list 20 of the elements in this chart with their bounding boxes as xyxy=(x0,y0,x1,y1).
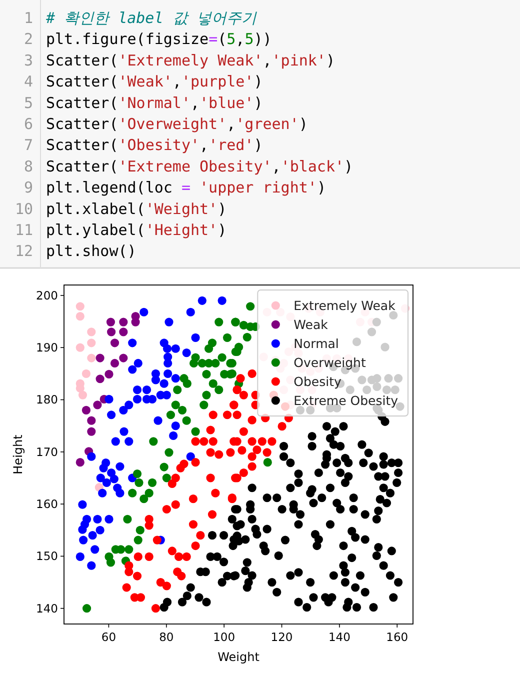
legend-label: Weak xyxy=(294,317,329,332)
x-tick-label: 120 xyxy=(270,630,293,644)
y-tick-label: 170 xyxy=(36,444,58,459)
legend-label: Obesity xyxy=(294,374,342,389)
y-tick-label: 140 xyxy=(36,601,58,616)
legend-label: Normal xyxy=(294,336,339,351)
x-tick-label: 60 xyxy=(101,630,116,644)
x-tick-label: 80 xyxy=(159,630,174,644)
x-axis-title: Weight xyxy=(218,650,260,664)
x-tick-label: 160 xyxy=(386,630,408,644)
legend-label: Overweight xyxy=(294,355,366,370)
x-tick-label: 140 xyxy=(328,630,350,644)
y-tick-label: 160 xyxy=(36,497,58,512)
y-tick-label: 190 xyxy=(36,340,58,355)
y-axis-title: Height xyxy=(11,434,25,474)
y-tick-label: 200 xyxy=(36,288,58,302)
y-tick-label: 150 xyxy=(36,549,58,564)
legend-label: Extremely Weak xyxy=(294,298,396,313)
y-tick-label: 180 xyxy=(36,392,58,407)
x-tick-label: 100 xyxy=(213,630,236,644)
